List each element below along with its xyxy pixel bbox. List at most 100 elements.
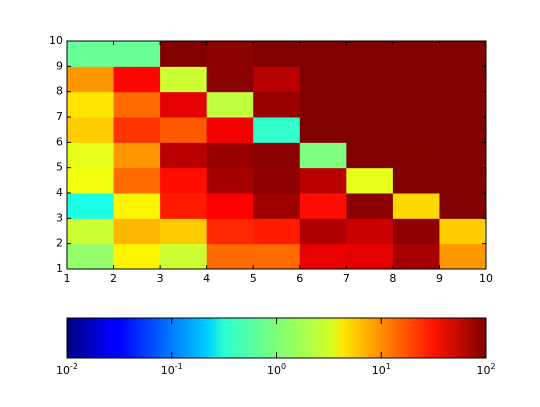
- heatmap-cell: [113, 142, 161, 169]
- heatmap-cell: [346, 167, 394, 194]
- heatmap-cell: [160, 91, 208, 118]
- heatmap-cell: [160, 41, 208, 67]
- heatmap-cell: [113, 218, 161, 245]
- colorbar-tick-exponent: -2: [70, 362, 78, 371]
- colorbar-tick-label: 102: [476, 362, 495, 378]
- heatmap-cell: [67, 66, 115, 93]
- heatmap-cell: [67, 167, 115, 194]
- x-tick-label: 10: [479, 272, 493, 285]
- heatmap-cell: [253, 41, 301, 67]
- heatmap-cell: [113, 41, 161, 67]
- heatmap-cell: [299, 142, 347, 169]
- heatmap-cell: [67, 91, 115, 118]
- x-tick-label: 8: [389, 272, 396, 285]
- heatmap-cell: [113, 91, 161, 118]
- colorbar-tick-base: 10: [372, 364, 386, 377]
- heatmap-cell: [67, 117, 115, 143]
- heatmap-cell: [346, 142, 394, 169]
- heatmap-cell: [439, 218, 487, 245]
- heatmap-cell: [253, 142, 301, 169]
- heatmap-cell: [392, 193, 440, 219]
- heatmap-cell: [253, 193, 301, 219]
- x-tick-label: 4: [203, 272, 210, 285]
- heatmap-cell: [439, 193, 487, 219]
- heatmap-cell: [346, 41, 394, 67]
- heatmap-cell: [160, 117, 208, 143]
- colorbar-tick-base: 10: [267, 364, 281, 377]
- heatmap-cell: [67, 193, 115, 219]
- heatmap-cell: [206, 66, 254, 93]
- heatmap-cell: [439, 66, 487, 93]
- colorbar-tick-base: 10: [56, 364, 70, 377]
- heatmap-cell: [206, 91, 254, 118]
- heatmap-cell: [299, 66, 347, 93]
- heatmap-cell: [206, 193, 254, 219]
- plot-frame: [66, 40, 487, 270]
- heatmap-cell: [253, 66, 301, 93]
- heatmap-cell: [160, 66, 208, 93]
- heatmap-cell: [392, 243, 440, 270]
- heatmap-cell: [253, 218, 301, 245]
- heatmap-cell: [160, 142, 208, 169]
- colorbar-tick-base: 10: [161, 364, 175, 377]
- x-tick-label: 7: [343, 272, 350, 285]
- heatmap-cell: [206, 167, 254, 194]
- heatmap-cell: [206, 41, 254, 67]
- heatmap-cell: [299, 243, 347, 270]
- heatmap-cell: [253, 167, 301, 194]
- heatmap-cell: [67, 41, 115, 67]
- x-tick-label: 5: [250, 272, 257, 285]
- heatmap-cell: [113, 117, 161, 143]
- heatmap-cell: [67, 218, 115, 245]
- y-tick-label: 3: [56, 211, 63, 224]
- heatmap-cell: [253, 243, 301, 270]
- colorbar-tick-label: 10-2: [56, 362, 78, 378]
- x-tick-label: 3: [157, 272, 164, 285]
- heatmap-cell: [392, 142, 440, 169]
- colorbar-tick-exponent: 0: [281, 362, 286, 371]
- heatmap-cell: [346, 117, 394, 143]
- colorbar-tick-base: 10: [476, 364, 490, 377]
- y-tick-label: 7: [56, 110, 63, 123]
- heatmap-cell: [392, 218, 440, 245]
- heatmap-cell: [299, 41, 347, 67]
- colorbar-tick-label: 101: [372, 362, 391, 378]
- heatmap-cell: [160, 193, 208, 219]
- heatmap-cell: [206, 218, 254, 245]
- heatmap-cell: [392, 66, 440, 93]
- colorbar-tick-exponent: 1: [386, 362, 391, 371]
- x-tick-label: 9: [436, 272, 443, 285]
- colorbar-tick-exponent: 2: [490, 362, 495, 371]
- heatmap-cell: [439, 167, 487, 194]
- y-tick-label: 2: [56, 237, 63, 250]
- colorbar-tick-label: 100: [267, 362, 286, 378]
- y-tick-label: 8: [56, 85, 63, 98]
- heatmap-cell: [439, 142, 487, 169]
- heatmap-cell: [346, 243, 394, 270]
- heatmap-cell: [113, 193, 161, 219]
- x-tick-label: 2: [110, 272, 117, 285]
- heatmap-cell: [253, 117, 301, 143]
- heatmap-cell: [439, 41, 487, 67]
- heatmap-cell: [346, 218, 394, 245]
- x-tick-label: 1: [64, 272, 71, 285]
- heatmap-cell: [392, 167, 440, 194]
- heatmap-cell: [346, 66, 394, 93]
- x-tick-label: 6: [296, 272, 303, 285]
- heatmap-cell: [392, 117, 440, 143]
- colorbar-tick-label: 10-1: [161, 362, 183, 378]
- y-tick-label: 1: [56, 262, 63, 275]
- y-tick-label: 6: [56, 135, 63, 148]
- heatmap-cell: [439, 91, 487, 118]
- heatmap-cell: [346, 193, 394, 219]
- heatmap-cell: [160, 167, 208, 194]
- heatmap-cell: [299, 117, 347, 143]
- y-tick-label: 5: [56, 161, 63, 174]
- heatmap-cell: [346, 91, 394, 118]
- heatmap-cell: [67, 243, 115, 270]
- heatmap-cell: [299, 218, 347, 245]
- heatmap-cell: [299, 167, 347, 194]
- heatmap-cell: [113, 243, 161, 270]
